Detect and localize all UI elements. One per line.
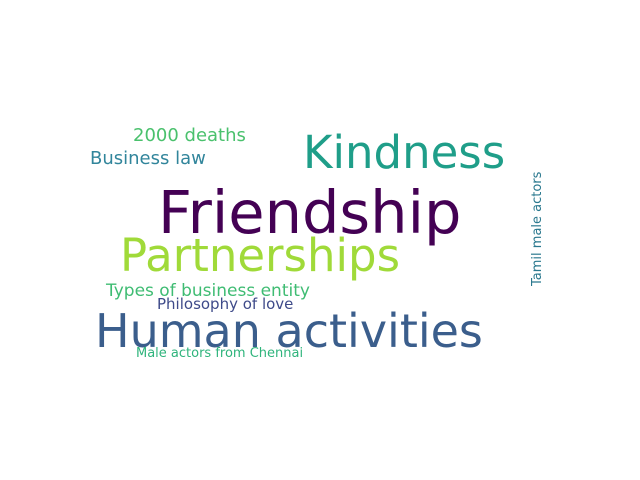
word-friendship: Friendship (158, 178, 462, 247)
word-human-activities: Human activities (95, 304, 483, 358)
word-kindness: Kindness (303, 126, 506, 179)
word-2000-deaths: 2000 deaths (133, 125, 246, 146)
word-partnerships: Partnerships (120, 229, 401, 282)
word-types-of-business-entity: Types of business entity (106, 281, 310, 301)
word-business-law: Business law (90, 148, 206, 169)
word-philosophy-of-love: Philosophy of love (157, 295, 294, 313)
word-male-actors-from-chennai: Male actors from Chennai (136, 346, 304, 361)
word-tamil-male-actors: Tamil male actors (530, 171, 545, 286)
